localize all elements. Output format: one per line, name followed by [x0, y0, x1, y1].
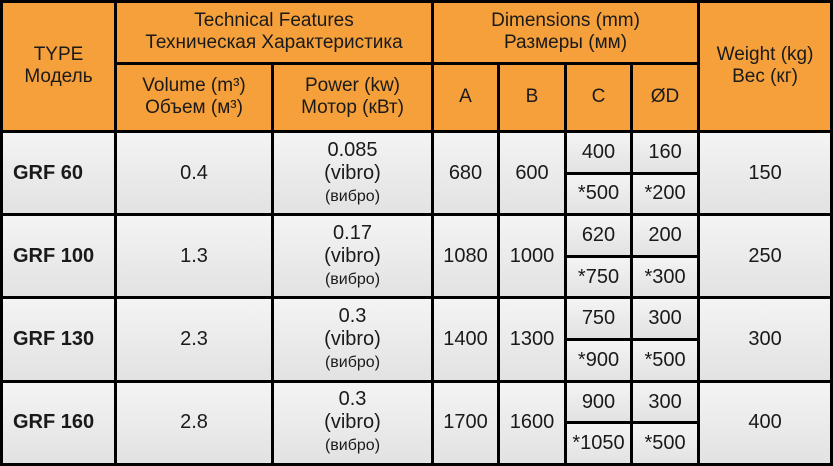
- cell-d: 300: [633, 382, 701, 425]
- cell-c: 620: [567, 216, 633, 258]
- table-row: GRF 60 0.4 0.085 (vibro) (вибро) 680 600…: [0, 132, 833, 217]
- cell-d-alt: *300: [633, 257, 701, 300]
- cell-d: 200: [633, 216, 701, 258]
- cell-c: 400: [567, 132, 633, 175]
- cell-power: 0.17 (vibro) (вибро): [274, 216, 434, 300]
- table-row: GRF 130 2.3 0.3 (vibro) (вибро) 1400 130…: [0, 299, 833, 383]
- header-technical-features: Technical Features Техническая Характери…: [117, 0, 434, 65]
- table-row: GRF 100 1.3 0.17 (vibro) (вибро) 1080 10…: [0, 216, 833, 300]
- cell-volume: 0.4: [117, 132, 274, 217]
- cell-c: 900: [567, 382, 633, 425]
- cell-c: 750: [567, 299, 633, 342]
- cell-type: GRF 160: [0, 382, 117, 466]
- cell-b: 600: [500, 132, 567, 217]
- cell-b: 1600: [500, 382, 567, 466]
- cell-a: 1700: [434, 382, 500, 466]
- cell-type: GRF 130: [0, 299, 117, 383]
- cell-c-alt: *500: [567, 174, 633, 217]
- header-dimensions: Dimensions (mm) Размеры (мм): [434, 0, 701, 65]
- header-weight: Weight (kg) Вес (кг): [700, 0, 833, 133]
- cell-power: 0.3 (vibro) (вибро): [274, 382, 434, 466]
- cell-c-alt: *1050: [567, 424, 633, 466]
- cell-d: 300: [633, 299, 701, 342]
- cell-a: 1080: [434, 216, 500, 300]
- table-row: *900 *500: [0, 341, 833, 383]
- header-c: C: [567, 64, 633, 133]
- cell-volume: 1.3: [117, 216, 274, 300]
- table-row: *750 *300: [0, 257, 833, 300]
- cell-d-alt: *500: [633, 424, 701, 466]
- cell-c-alt: *750: [567, 257, 633, 300]
- cell-c-alt: *900: [567, 341, 633, 383]
- cell-weight: 400: [700, 382, 833, 466]
- cell-d-alt: *200: [633, 174, 701, 217]
- cell-d-alt: *500: [633, 341, 701, 383]
- cell-volume: 2.8: [117, 382, 274, 466]
- cell-weight: 250: [700, 216, 833, 300]
- cell-d: 160: [633, 132, 701, 175]
- cell-weight: 300: [700, 299, 833, 383]
- header-power: Power (kw) Мотор (кВт): [274, 64, 434, 133]
- header-type: TYPE Модель: [0, 0, 117, 133]
- cell-volume: 2.3: [117, 299, 274, 383]
- cell-a: 680: [434, 132, 500, 217]
- header-d: ØD: [633, 64, 701, 133]
- header-volume: Volume (m³) Объем (м³): [117, 64, 274, 133]
- table-row: GRF 160 2.8 0.3 (vibro) (вибро) 1700 160…: [0, 382, 833, 466]
- cell-a: 1400: [434, 299, 500, 383]
- cell-b: 1000: [500, 216, 567, 300]
- header-b: B: [500, 64, 567, 133]
- cell-power: 0.3 (vibro) (вибро): [274, 299, 434, 383]
- cell-type: GRF 100: [0, 216, 117, 300]
- cell-weight: 150: [700, 132, 833, 217]
- header-a: A: [434, 64, 500, 133]
- table-row: *1050 *500: [0, 424, 833, 466]
- cell-type: GRF 60: [0, 132, 117, 217]
- table-row: *500 *200: [0, 174, 833, 217]
- cell-b: 1300: [500, 299, 567, 383]
- cell-power: 0.085 (vibro) (вибро): [274, 132, 434, 217]
